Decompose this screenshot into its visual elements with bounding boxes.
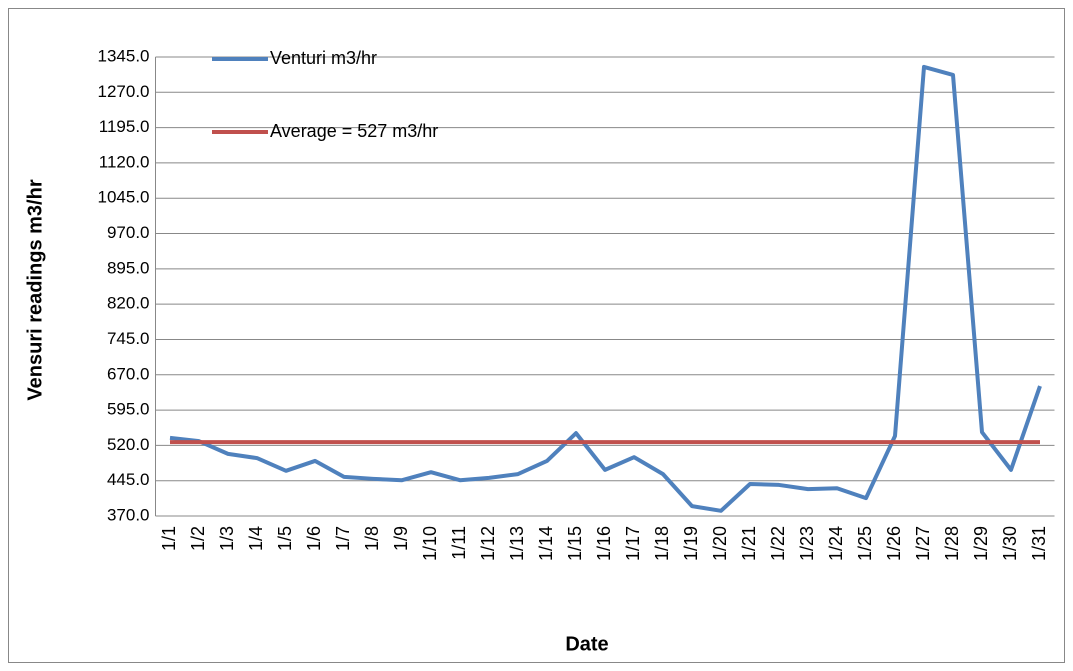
y-tick-label: 820.0 <box>107 294 150 313</box>
x-tick-label: 1/7 <box>333 526 353 551</box>
y-tick-label: 370.0 <box>107 505 150 524</box>
x-tick-label: 1/15 <box>565 526 585 561</box>
y-tick-label: 1270.0 <box>98 82 150 101</box>
x-tick-label: 1/3 <box>217 526 237 551</box>
y-tick-label: 970.0 <box>107 223 150 242</box>
y-tick-label: 1120.0 <box>99 152 150 171</box>
chart-border <box>8 8 1065 663</box>
x-tick-label: 1/1 <box>159 526 179 551</box>
legend-label: Venturi m3/hr <box>270 48 377 68</box>
x-tick-label: 1/10 <box>420 526 440 561</box>
x-tick-label: 1/2 <box>188 526 208 551</box>
x-tick-label: 1/6 <box>304 526 324 551</box>
x-tick-label: 1/24 <box>826 526 846 561</box>
y-tick-label: 520.0 <box>107 435 150 454</box>
y-tick-label: 1345.0 <box>98 46 150 65</box>
x-tick-label: 1/4 <box>246 526 266 551</box>
x-tick-label: 1/12 <box>478 526 498 561</box>
x-tick-label: 1/31 <box>1029 526 1049 561</box>
x-tick-label: 1/21 <box>739 526 759 561</box>
x-tick-label: 1/22 <box>768 526 788 561</box>
y-axis-title: Vensuri readings m3/hr <box>24 179 46 400</box>
x-tick-label: 1/13 <box>507 526 527 561</box>
x-tick-label: 1/5 <box>275 526 295 551</box>
x-tick-label: 1/8 <box>362 526 382 551</box>
legend-label: Average = 527 m3/hr <box>270 121 438 141</box>
x-tick-label: 1/28 <box>942 526 962 561</box>
x-tick-label: 1/20 <box>710 526 730 561</box>
x-tick-label: 1/25 <box>855 526 875 561</box>
x-axis-title: Date <box>565 633 608 655</box>
x-tick-label: 1/18 <box>652 526 672 561</box>
x-tick-label: 1/19 <box>681 526 701 561</box>
y-tick-label: 745.0 <box>107 329 150 348</box>
x-tick-label: 1/30 <box>1000 526 1020 561</box>
data-line <box>169 64 1042 513</box>
x-tick-label: 1/16 <box>594 526 614 561</box>
x-tick-label: 1/17 <box>623 526 643 561</box>
y-tick-label: 445.0 <box>107 470 150 489</box>
x-tick-label: 1/11 <box>449 526 469 560</box>
x-tick-label: 1/27 <box>913 526 933 561</box>
x-tick-label: 1/23 <box>797 526 817 561</box>
y-tick-label: 1195.0 <box>99 117 150 136</box>
x-tick-label: 1/14 <box>536 526 556 561</box>
x-tick-label: 1/29 <box>971 526 991 561</box>
x-tick-label: 1/9 <box>391 526 411 551</box>
y-tick-label: 670.0 <box>107 364 150 383</box>
x-tick-label: 1/26 <box>884 526 904 561</box>
y-tick-label: 595.0 <box>107 400 150 419</box>
y-tick-label: 1045.0 <box>98 188 150 207</box>
y-tick-label: 895.0 <box>107 258 150 277</box>
